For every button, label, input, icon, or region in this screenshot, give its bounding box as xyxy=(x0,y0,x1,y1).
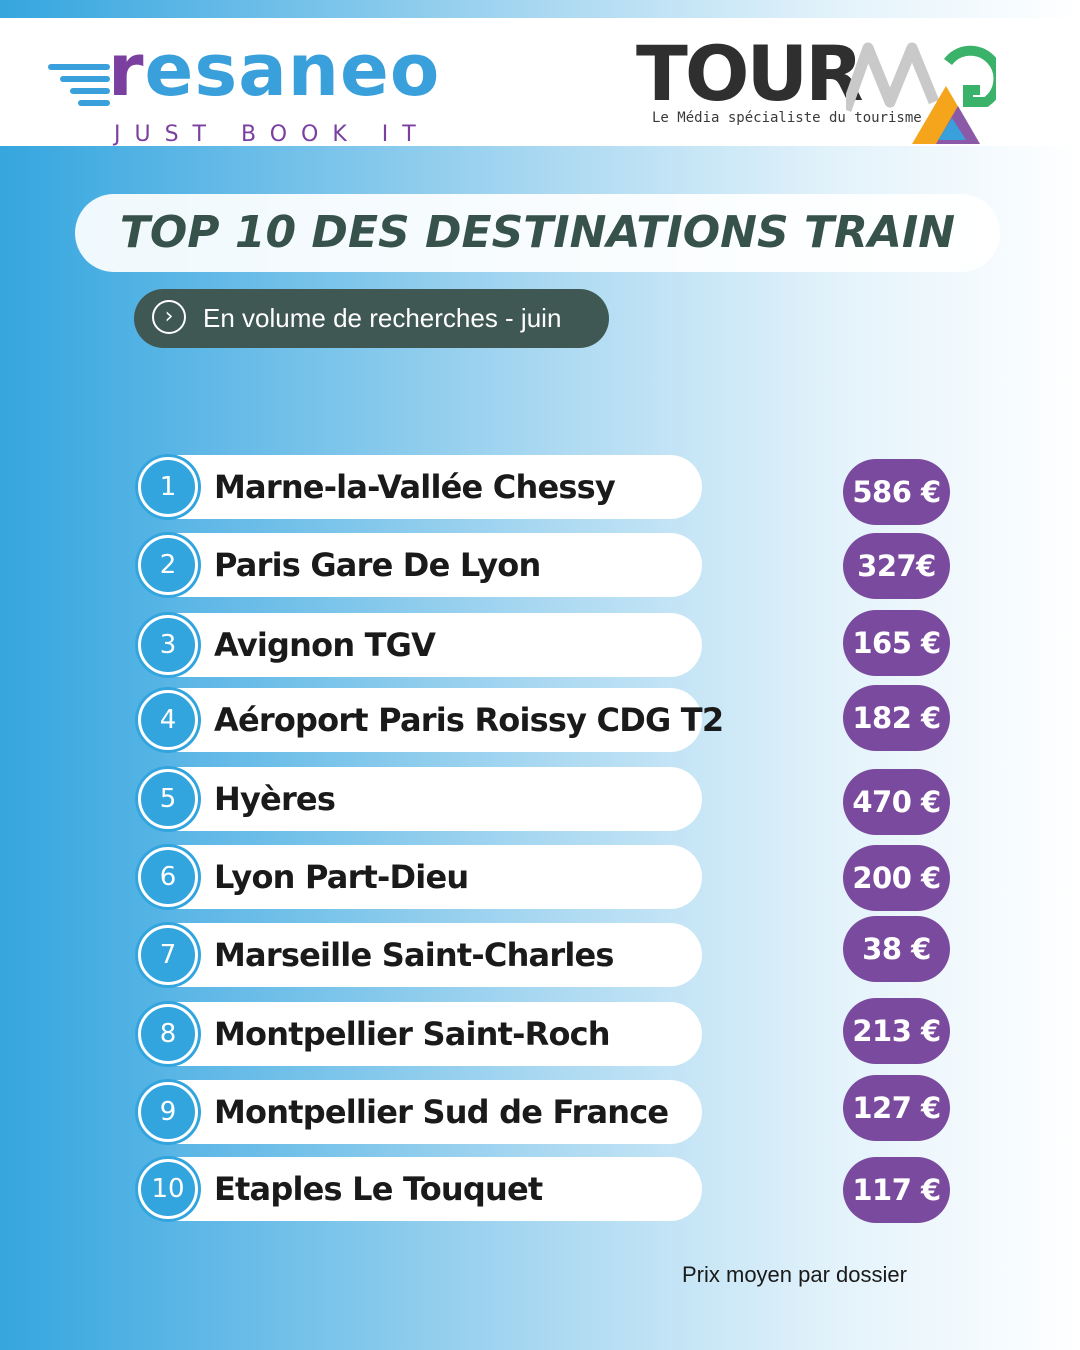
price-badge: 470 € xyxy=(843,769,950,835)
destination-name: Montpellier Sud de France xyxy=(214,1093,669,1131)
tourmag-mountain-icon xyxy=(846,42,996,144)
subtitle-text: En volume de recherches - juin xyxy=(203,303,562,333)
tourmag-wordmark: TOUR xyxy=(636,29,864,118)
tourmag-logo: TOUR Le Média spécialiste du tourisme xyxy=(636,29,1016,146)
resaneo-wordmark-rest: esaneo xyxy=(144,28,441,112)
destination-row: 4 Aéroport Paris Roissy CDG T2 xyxy=(136,688,724,752)
resaneo-tagline: JUST BOOK IT xyxy=(114,122,430,147)
destination-name: Lyon Part-Dieu xyxy=(214,858,469,896)
destination-name: Hyères xyxy=(214,780,336,818)
destination-row: 10 Etaples Le Touquet xyxy=(136,1157,702,1221)
price-badge: 165 € xyxy=(843,610,950,676)
destination-row: 7 Marseille Saint-Charles xyxy=(136,923,702,987)
destination-row: 1 Marne-la-Vallée Chessy xyxy=(136,455,702,519)
price-badge: 182 € xyxy=(843,685,950,751)
destination-name: Avignon TGV xyxy=(214,626,436,664)
destination-name: Etaples Le Touquet xyxy=(214,1170,543,1208)
price-badge: 327€ xyxy=(843,533,950,599)
destination-name: Marseille Saint-Charles xyxy=(214,936,614,974)
rank-badge: 1 xyxy=(138,457,198,517)
price-badge: 38 € xyxy=(843,916,950,982)
title-banner: TOP 10 DES DESTINATIONS TRAIN xyxy=(75,194,1000,272)
destination-row: 5 Hyères xyxy=(136,767,702,831)
rank-badge: 4 xyxy=(138,690,198,750)
destination-name: Montpellier Saint-Roch xyxy=(214,1015,611,1053)
page-title: TOP 10 DES DESTINATIONS TRAIN xyxy=(119,207,956,258)
tourmag-tagline: Le Média spécialiste du tourisme xyxy=(652,110,922,126)
header-bar: resaneo JUST BOOK IT TOUR Le Média spéci… xyxy=(0,18,1080,147)
rank-badge: 7 xyxy=(138,925,198,985)
price-badge: 127 € xyxy=(843,1075,950,1141)
rank-badge: 3 xyxy=(138,615,198,675)
rank-badge: 8 xyxy=(138,1004,198,1064)
destination-row: 3 Avignon TGV xyxy=(136,613,702,677)
rank-badge: 10 xyxy=(138,1159,198,1219)
rank-badge: 2 xyxy=(138,535,198,595)
resaneo-wordmark: resaneo xyxy=(108,34,440,106)
destination-name: Paris Gare De Lyon xyxy=(214,546,541,584)
rank-badge: 6 xyxy=(138,847,198,907)
destination-row: 2 Paris Gare De Lyon xyxy=(136,533,702,597)
destination-name: Marne-la-Vallée Chessy xyxy=(214,468,616,506)
speed-lines-icon xyxy=(48,62,118,112)
rank-badge: 9 xyxy=(138,1082,198,1142)
chevron-right-circle-icon: › xyxy=(152,300,186,334)
price-badge: 200 € xyxy=(843,845,950,911)
price-badge: 213 € xyxy=(843,998,950,1064)
rank-badge: 5 xyxy=(138,769,198,829)
destination-row: 6 Lyon Part-Dieu xyxy=(136,845,702,909)
subtitle-badge: › En volume de recherches - juin xyxy=(134,289,609,348)
resaneo-logo: resaneo JUST BOOK IT xyxy=(48,34,448,147)
footnote: Prix moyen par dossier xyxy=(682,1262,907,1287)
price-badge: 117 € xyxy=(843,1157,950,1223)
destination-row: 9 Montpellier Sud de France xyxy=(136,1080,702,1144)
destination-name: Aéroport Paris Roissy CDG T2 xyxy=(214,701,724,739)
destination-row: 8 Montpellier Saint-Roch xyxy=(136,1002,702,1066)
resaneo-wordmark-r: r xyxy=(108,28,145,112)
price-badge: 586 € xyxy=(843,459,950,525)
